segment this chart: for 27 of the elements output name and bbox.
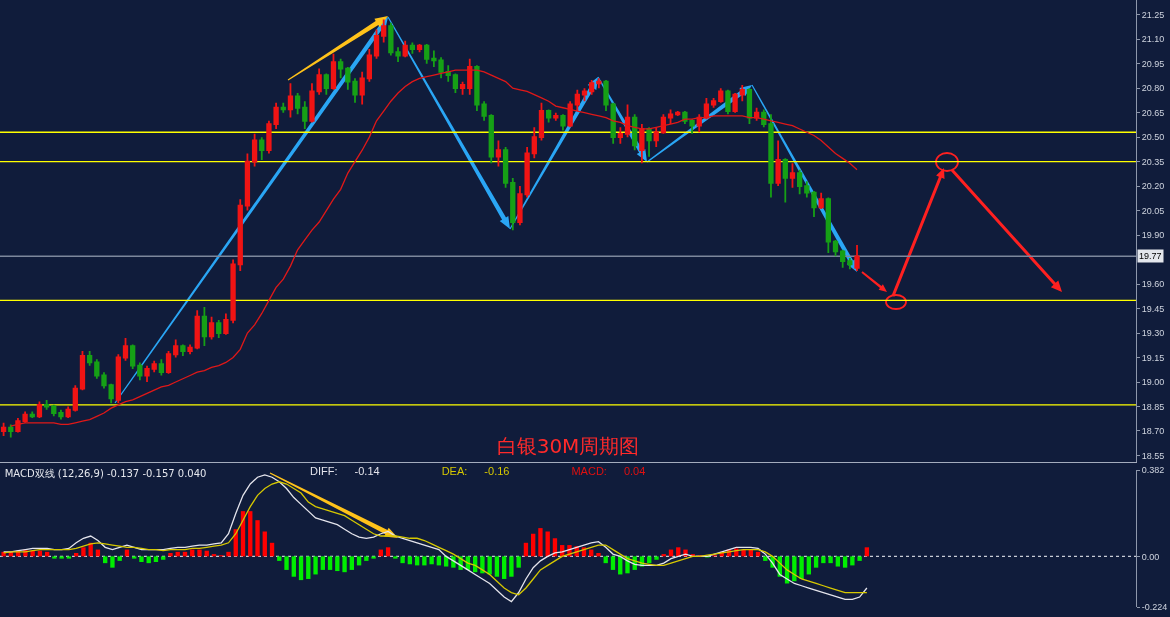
y-tick-label: 18.55 (1141, 450, 1165, 461)
y-tick-label: 0.00 (1141, 551, 1160, 562)
y-tick-label: 0.382 (1141, 465, 1165, 476)
text: DIFF: -0.14 (310, 465, 380, 478)
y-tick-label: 20.20 (1141, 181, 1165, 192)
text: MACD: 0.04 (571, 465, 646, 478)
y-tick-label: 21.10 (1141, 34, 1165, 45)
y-tick-label: 19.90 (1141, 230, 1165, 241)
y-tick-label: 18.70 (1141, 426, 1165, 437)
y-tick-label: 19.15 (1141, 352, 1165, 363)
y-tick-label: 19.00 (1141, 377, 1165, 388)
y-tick-label: 19.45 (1141, 303, 1165, 314)
y-tick-label: 20.50 (1141, 132, 1165, 143)
y-tick-label: 20.80 (1141, 83, 1165, 94)
y-tick-label: 19.30 (1141, 328, 1165, 339)
text: DEA: -0.16 (441, 465, 510, 478)
y-tick-label: 21.25 (1141, 9, 1165, 20)
y-tick-label: -0.224 (1141, 602, 1168, 613)
text: 白银30M周期图 (496, 433, 640, 458)
y-tick-label: 19.60 (1141, 279, 1165, 290)
chart-title: MACD双线 (12,26,9) -0.137 -0.157 0.040 (4, 467, 207, 479)
y-tick-label: 20.35 (1141, 156, 1165, 167)
y-tick-label: 20.65 (1141, 107, 1165, 118)
y-tick-label: 20.95 (1141, 58, 1165, 69)
ref-line-label: 19.77 (1139, 251, 1162, 261)
y-tick-label: 18.85 (1141, 401, 1165, 412)
y-tick-label: 20.05 (1141, 205, 1165, 216)
